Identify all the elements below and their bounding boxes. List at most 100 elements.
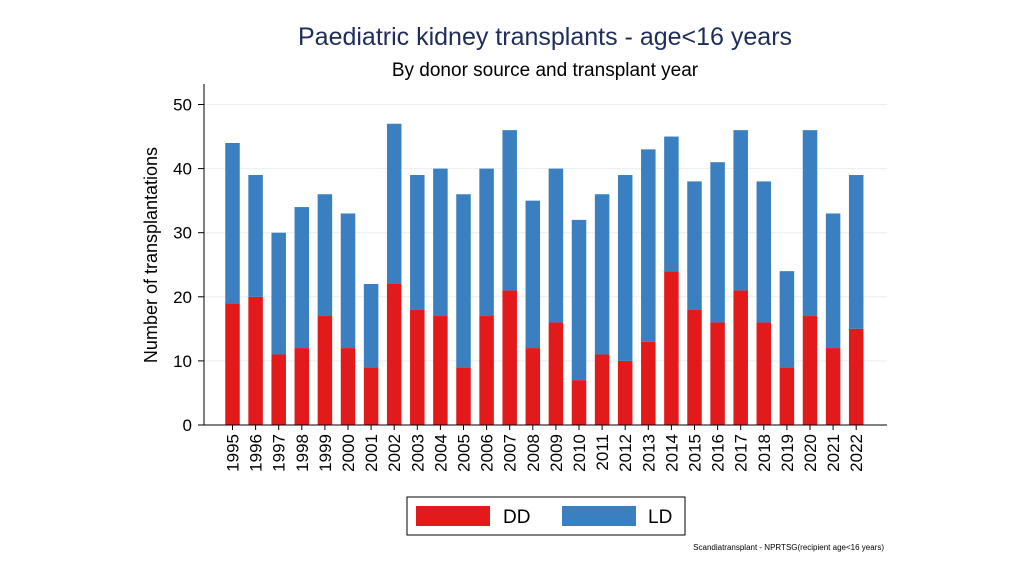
bar-dd-2011: [594, 354, 610, 425]
x-tick-label-2008: 2008: [524, 434, 543, 472]
x-tick-label-2002: 2002: [385, 434, 404, 472]
bar-dd-2012: [617, 360, 633, 425]
bar-ld-1997: [271, 232, 286, 355]
bar-ld-2010: [571, 219, 587, 381]
x-tick-label-2003: 2003: [408, 434, 427, 472]
y-tick-label-50: 50: [173, 96, 192, 115]
bar-ld-2011: [594, 194, 610, 355]
bar-dd-2019: [779, 367, 795, 425]
bar-ld-2022: [848, 175, 864, 329]
y-tick-label-20: 20: [173, 288, 192, 307]
x-tick-label-2006: 2006: [478, 434, 497, 472]
x-tick-label-2001: 2001: [362, 434, 381, 472]
x-axis: 1995 1996 1997 1998 1999 2000 2001 2002 2003 2004…: [204, 424, 887, 472]
x-tick-label-1995: 1995: [224, 434, 243, 472]
bar-dd-1999: [317, 316, 333, 425]
chart-subtitle: By donor source and transplant year: [392, 60, 699, 81]
bar-dd-1997: [271, 354, 286, 425]
x-tick-label-2021: 2021: [824, 434, 843, 472]
bar-dd-2016: [710, 322, 725, 425]
x-tick-label-2016: 2016: [709, 434, 728, 472]
x-tick-label-2000: 2000: [339, 434, 358, 472]
bar-dd-2000: [340, 348, 356, 425]
bar-ld-1996: [248, 175, 263, 297]
bar-dd-2008: [525, 348, 541, 425]
bar-dd-2022: [848, 328, 864, 425]
bar-dd-2013: [641, 341, 656, 425]
bar-dd-2014: [664, 271, 679, 425]
bar-ld-2007: [502, 130, 517, 291]
x-tick-label-2014: 2014: [662, 434, 681, 472]
bar-ld-1999: [317, 194, 333, 317]
x-tick-label-1998: 1998: [293, 434, 312, 472]
source-note: Scandiatransplant - NPRTSG(recipient age…: [693, 543, 884, 552]
x-tick-label-1996: 1996: [247, 434, 266, 472]
x-tick-label-2005: 2005: [455, 434, 474, 472]
bar-ld-1998: [294, 207, 310, 349]
bar-ld-2003: [410, 175, 425, 310]
x-tick-label-2013: 2013: [639, 434, 658, 472]
bar-ld-2014: [664, 136, 679, 272]
bar-ld-2013: [641, 149, 656, 342]
bar-ld-2017: [733, 130, 748, 291]
y-tick-label-40: 40: [173, 160, 192, 179]
bar-ld-2004: [433, 168, 448, 317]
bar-dd-1995: [225, 303, 240, 425]
bar-ld-2002: [386, 123, 402, 284]
bar-dd-2021: [825, 348, 841, 425]
bar-dd-2006: [479, 316, 494, 425]
y-axis: 0 10 20 30 40 50: [173, 84, 205, 435]
x-tick-label-2009: 2009: [547, 434, 566, 472]
bar-ld-2012: [617, 175, 633, 361]
bar-dd-1996: [248, 296, 263, 425]
bars: [225, 123, 864, 425]
x-tick-label-2004: 2004: [431, 434, 450, 472]
x-tick-label-2010: 2010: [570, 434, 589, 472]
y-tick-label-0: 0: [183, 416, 192, 435]
bar-dd-2001: [363, 367, 379, 425]
legend-label-ld: LD: [648, 507, 672, 528]
bar-dd-1998: [294, 348, 310, 425]
bar-ld-2015: [687, 181, 702, 310]
x-tick-label-2017: 2017: [732, 434, 751, 472]
bar-dd-2020: [802, 316, 818, 425]
bar-ld-2008: [525, 200, 541, 349]
x-tick-label-2020: 2020: [801, 434, 820, 472]
x-tick-label-2011: 2011: [593, 434, 612, 471]
bar-ld-2021: [825, 213, 841, 349]
bar-dd-2017: [733, 290, 748, 425]
bar-dd-2009: [548, 322, 564, 425]
y-tick-label-30: 30: [173, 224, 192, 243]
bar-ld-2020: [802, 130, 818, 317]
x-tick-label-2012: 2012: [616, 434, 635, 472]
x-tick-label-1999: 1999: [316, 434, 335, 472]
bar-dd-2015: [687, 309, 702, 425]
x-tick-label-2022: 2022: [847, 434, 866, 472]
legend-swatch-dd: [416, 506, 490, 526]
bar-ld-2018: [756, 181, 772, 323]
bar-ld-2009: [548, 168, 564, 323]
bar-dd-2010: [571, 380, 587, 425]
chart-title: Paediatric kidney transplants - age<16 y…: [298, 23, 792, 51]
bar-ld-1995: [225, 142, 240, 304]
bar-dd-2004: [433, 316, 448, 425]
bar-dd-2018: [756, 322, 772, 425]
bar-ld-2005: [456, 194, 471, 368]
x-tick-label-2007: 2007: [501, 434, 520, 472]
bar-dd-2005: [456, 367, 471, 425]
y-axis-label: Number of transplantations: [141, 147, 161, 363]
legend-label-dd: DD: [503, 507, 530, 528]
bar-ld-2019: [779, 271, 795, 368]
bar-dd-2002: [386, 283, 402, 425]
x-tick-label-2015: 2015: [686, 434, 705, 472]
bar-dd-2007: [502, 290, 517, 425]
legend-swatch-ld: [562, 506, 636, 526]
bar-ld-2006: [479, 168, 494, 317]
x-tick-label-2019: 2019: [778, 434, 797, 472]
bar-ld-2016: [710, 162, 725, 323]
legend: DD LD: [416, 506, 672, 528]
bar-dd-2003: [410, 309, 425, 425]
bar-ld-2001: [363, 283, 379, 368]
y-tick-label-10: 10: [173, 352, 192, 371]
